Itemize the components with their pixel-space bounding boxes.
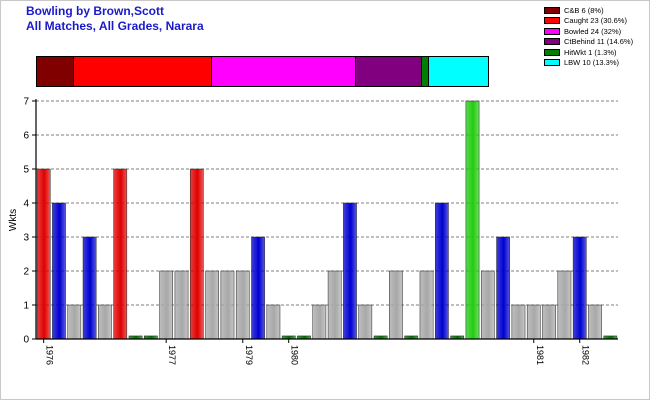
x-tick-label: 1976 <box>45 345 55 365</box>
bar <box>542 304 556 340</box>
legend-item-bowled: Bowled 24 (32%) <box>544 26 633 36</box>
y-tick-label: 2 <box>23 267 29 278</box>
bar <box>465 100 480 340</box>
bar <box>220 270 235 340</box>
bar <box>82 236 97 340</box>
legend-item-ctbehind: CtBehind 11 (14.6%) <box>544 37 633 47</box>
summary-segment-c-b <box>37 57 74 86</box>
legend-label-hitwkt: HitWkt 1 (1.3%) <box>564 47 617 57</box>
legend-swatch-ctbehind <box>544 38 560 45</box>
bar <box>572 236 587 340</box>
legend-label-cab: C&B 6 (8%) <box>564 5 604 15</box>
y-tick-label: 7 <box>23 97 29 108</box>
bar <box>480 270 495 340</box>
y-axis-title: Wkts <box>8 209 19 231</box>
legend-swatch-bowled <box>544 27 560 35</box>
summary-segment-caught <box>73 57 212 86</box>
summary-segment-ctbehind <box>355 57 422 86</box>
bar <box>36 168 51 340</box>
bar <box>419 270 434 340</box>
dismissal-summary-bar <box>36 56 489 87</box>
summary-segment-hitwkt <box>421 57 429 86</box>
bar <box>159 270 174 340</box>
bar <box>327 270 342 340</box>
x-tick-label: 1979 <box>244 345 254 365</box>
bar <box>205 270 219 340</box>
chart-title: Bowling by Brown,Scott <box>26 4 164 18</box>
chart-subtitle: All Matches, All Grades, Narara <box>26 19 204 33</box>
bar <box>235 270 250 340</box>
bar <box>496 236 510 340</box>
x-tick-label: 1977 <box>167 345 177 365</box>
legend-item-hitwkt: HitWkt 1 (1.3%) <box>544 47 633 57</box>
legend-swatch-cab <box>544 6 560 14</box>
bar <box>358 304 373 340</box>
legend-item-lbw: LBW 10 (13.3%) <box>544 58 633 68</box>
bar <box>52 202 66 340</box>
y-tick-label: 4 <box>23 199 29 210</box>
bar <box>251 236 265 340</box>
legend-item-caught: Caught 23 (30.6%) <box>544 16 633 26</box>
legend-label-caught: Caught 23 (30.6%) <box>564 16 627 25</box>
bar <box>266 304 281 340</box>
legend-swatch-caught <box>544 17 560 24</box>
legend-swatch-hitwkt <box>544 48 560 56</box>
bar <box>526 304 541 340</box>
summary-segment-bowled <box>211 57 356 86</box>
bar <box>174 270 189 340</box>
y-tick-label: 0 <box>23 335 29 346</box>
bar <box>343 202 357 340</box>
bar <box>588 304 602 340</box>
bar <box>98 304 112 340</box>
y-tick-label: 6 <box>23 131 29 142</box>
bar <box>511 304 526 340</box>
y-tick-label: 3 <box>23 233 29 244</box>
y-tick-label: 5 <box>23 165 29 176</box>
x-tick-label: 1980 <box>290 345 300 365</box>
legend-label-ctbehind: CtBehind 11 (14.6%) <box>564 37 634 46</box>
x-tick-label: 1981 <box>535 345 545 365</box>
bar <box>67 304 82 340</box>
legend-swatch-lbw <box>544 59 560 66</box>
legend-item-cab: C&B 6 (8%) <box>544 5 633 15</box>
legend-label-bowled: Bowled 24 (32%) <box>564 26 622 36</box>
bar <box>113 168 128 340</box>
legend-label-lbw: LBW 10 (13.3%) <box>564 58 620 67</box>
bar <box>435 202 449 340</box>
legend: C&B 6 (8%) Caught 23 (30.6%) Bowled 24 (… <box>544 5 633 68</box>
x-tick-label: 1982 <box>581 345 591 365</box>
bar <box>389 270 403 340</box>
bar <box>189 168 204 340</box>
summary-segment-lbw <box>428 57 488 86</box>
bar <box>312 304 327 340</box>
y-tick-label: 1 <box>23 301 29 312</box>
bar <box>557 270 572 340</box>
